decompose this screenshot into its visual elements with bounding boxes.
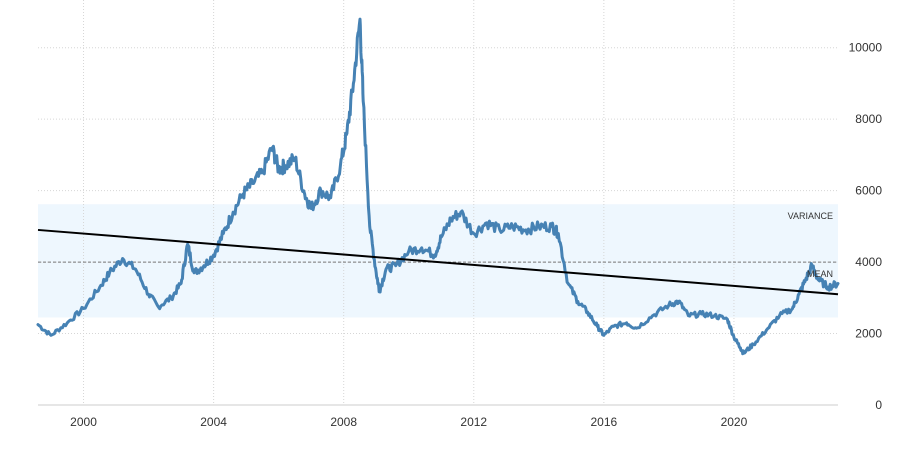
x-tick-label: 2008 (330, 415, 357, 429)
x-tick-label: 2000 (70, 415, 97, 429)
variance-label: VARIANCE (788, 211, 833, 221)
y-tick-label: 10000 (849, 41, 883, 55)
y-axis-ticks: 0 2000 4000 6000 8000 10000 (849, 41, 883, 412)
x-axis-ticks: 2000 2004 2008 2012 2016 2020 (70, 415, 747, 429)
x-tick-label: 2004 (200, 415, 227, 429)
x-tick-label: 2020 (721, 415, 748, 429)
y-tick-label: 2000 (855, 327, 882, 341)
trend-line (37, 228, 839, 296)
x-tick-label: 2016 (591, 415, 618, 429)
y-tick-label: 4000 (855, 255, 882, 269)
y-tick-label: 6000 (855, 184, 882, 198)
mean-label: MEAN (807, 269, 833, 279)
series-line (36, 17, 840, 356)
y-tick-label: 0 (875, 398, 882, 412)
y-tick-label: 8000 (855, 112, 882, 126)
x-tick-label: 2012 (460, 415, 487, 429)
variance-band (38, 204, 838, 318)
